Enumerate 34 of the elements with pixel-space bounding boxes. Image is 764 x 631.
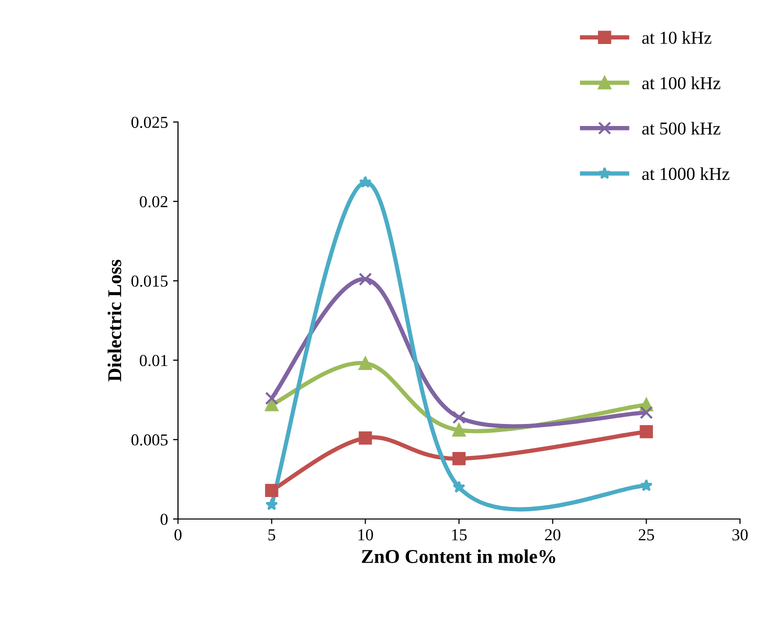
y-tick-label: 0 bbox=[160, 514, 168, 525]
point bbox=[452, 480, 466, 493]
legend-label: at 1000 kHz bbox=[642, 167, 730, 180]
point bbox=[640, 479, 653, 492]
y-tick-label: 0.025 bbox=[131, 116, 168, 128]
point bbox=[265, 398, 278, 412]
point bbox=[358, 272, 372, 286]
legend-label: at 500 kHz bbox=[642, 122, 720, 135]
y-tick-label: 0.005 bbox=[131, 434, 168, 446]
x-tick-label: 5 bbox=[268, 529, 276, 540]
x-tick-label: 20 bbox=[545, 529, 560, 540]
legend-label: at 100 kHz bbox=[642, 76, 720, 90]
y-tick-label: 0.02 bbox=[140, 196, 168, 208]
x-tick-label: 10 bbox=[358, 529, 374, 540]
point bbox=[358, 356, 372, 370]
x-tick-label: 30 bbox=[732, 529, 748, 540]
point bbox=[452, 452, 466, 466]
x-axis-title: ZnO Content in mole% bbox=[362, 549, 556, 564]
point bbox=[452, 410, 466, 424]
point bbox=[265, 498, 278, 510]
x-tick-label: 25 bbox=[638, 529, 654, 540]
point bbox=[358, 431, 372, 445]
point bbox=[265, 392, 278, 405]
x-tick-label: 0 bbox=[174, 529, 182, 540]
point bbox=[265, 484, 278, 498]
point bbox=[640, 425, 653, 438]
point bbox=[359, 176, 372, 188]
y-tick-label: 0.015 bbox=[131, 276, 168, 287]
y-axis-title: Dielectric Loss bbox=[108, 260, 122, 382]
y-tick-label: 0.01 bbox=[140, 354, 168, 366]
legend-label: at 10 kHz bbox=[642, 31, 712, 44]
point bbox=[640, 406, 653, 420]
x-tick-label: 15 bbox=[452, 529, 467, 540]
point bbox=[452, 423, 466, 437]
